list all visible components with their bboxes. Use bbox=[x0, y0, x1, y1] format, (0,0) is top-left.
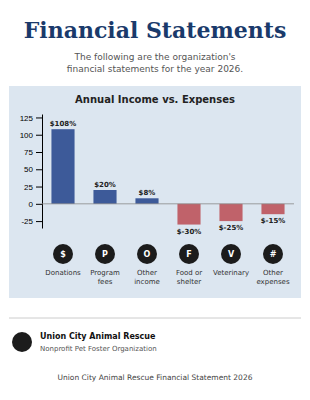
footer-rule bbox=[9, 318, 301, 319]
y-tick: 0 bbox=[29, 200, 42, 209]
y-tick-label: 125 bbox=[20, 114, 34, 123]
text-line: The following are the organization's bbox=[73, 52, 235, 62]
icon-circle bbox=[137, 244, 157, 264]
icon-symbol: # bbox=[270, 250, 277, 259]
chart-title: Annual Income vs. Expenses bbox=[75, 94, 235, 105]
data-labels: $108% $20% $8% $-30% $-25% $-15% bbox=[50, 120, 286, 235]
category-label: Otherexpenses bbox=[256, 269, 289, 286]
icon-symbol: P bbox=[102, 250, 108, 259]
data-label: $-15% bbox=[261, 217, 286, 225]
y-tick: 25 bbox=[24, 183, 42, 192]
bar bbox=[261, 204, 284, 214]
y-tick-mark bbox=[36, 204, 42, 205]
y-tick-mark bbox=[36, 117, 42, 118]
title: Financial Statements bbox=[24, 17, 287, 43]
y-tick-mark bbox=[36, 221, 42, 222]
text-line: expenses bbox=[256, 278, 289, 286]
bar bbox=[93, 190, 116, 204]
text-line: Food or bbox=[176, 269, 202, 277]
text-line: Veterinary bbox=[213, 269, 249, 277]
y-tick-mark bbox=[36, 169, 42, 170]
icon-symbol: O bbox=[144, 250, 151, 259]
bar bbox=[135, 198, 158, 204]
zero-line bbox=[42, 203, 294, 204]
category-icons: $DonationsPProgramfeesOOtherincomeFFood … bbox=[45, 244, 290, 286]
category-label: Donations bbox=[45, 269, 81, 277]
y-tick-label: -25 bbox=[21, 217, 33, 226]
category-label: Otherincome bbox=[134, 269, 160, 286]
category-label: Veterinary bbox=[213, 269, 249, 277]
y-tick-label: 75 bbox=[24, 148, 33, 157]
y-tick: 75 bbox=[24, 148, 42, 157]
icon-symbol: F bbox=[186, 250, 191, 259]
chart-background bbox=[9, 86, 301, 298]
icon-circle bbox=[53, 244, 73, 264]
y-tick: 100 bbox=[20, 131, 42, 140]
data-label: $-25% bbox=[219, 224, 244, 232]
page: Financial Statements The following are th… bbox=[0, 0, 310, 400]
y-axis: -25 0 25 50 75 100 125 bbox=[20, 114, 43, 229]
y-tick-label: 100 bbox=[20, 131, 34, 140]
bar bbox=[219, 204, 242, 221]
text-line: fees bbox=[98, 278, 113, 286]
y-tick-mark bbox=[36, 187, 42, 188]
category-label: Programfees bbox=[90, 269, 120, 286]
text-line: Other bbox=[263, 269, 283, 277]
footer-text: Union City Animal Rescue Financial State… bbox=[58, 373, 253, 382]
icon-circle bbox=[263, 244, 283, 264]
icon-circle bbox=[221, 244, 241, 264]
text-line: financial statements for the year 2026. bbox=[67, 64, 243, 74]
y-axis-line bbox=[42, 115, 43, 229]
y-tick-mark bbox=[36, 135, 42, 136]
y-tick: -25 bbox=[21, 217, 42, 226]
org-name: Union City Animal Rescue bbox=[40, 332, 156, 341]
y-tick-label: 50 bbox=[24, 165, 33, 174]
footer-logo bbox=[12, 332, 32, 352]
bars bbox=[51, 129, 284, 224]
y-tick-label: 0 bbox=[29, 200, 34, 209]
text-line: income bbox=[134, 278, 160, 286]
subtitle: The following are the organization's fina… bbox=[67, 52, 243, 74]
text-line: Program bbox=[90, 269, 120, 277]
y-tick: 50 bbox=[24, 165, 42, 174]
icon-symbol: V bbox=[228, 250, 235, 259]
y-tick: 125 bbox=[20, 114, 42, 123]
data-label: $108% bbox=[50, 120, 77, 128]
org-sub: Nonprofit Pet Foster Organization bbox=[40, 345, 157, 353]
y-tick-mark bbox=[36, 152, 42, 153]
data-label: $-30% bbox=[177, 228, 202, 236]
text-line: Other bbox=[137, 269, 157, 277]
bar bbox=[51, 129, 74, 204]
y-tick-label: 25 bbox=[24, 183, 33, 192]
icon-circle bbox=[95, 244, 115, 264]
text-line: Donations bbox=[45, 269, 81, 277]
category-label: Food orshelter bbox=[176, 269, 202, 286]
data-label: $8% bbox=[139, 189, 156, 197]
text-line: shelter bbox=[177, 278, 201, 286]
data-label: $20% bbox=[94, 181, 116, 189]
icon-symbol: $ bbox=[60, 250, 66, 259]
icon-circle bbox=[179, 244, 199, 264]
bar bbox=[177, 204, 200, 225]
